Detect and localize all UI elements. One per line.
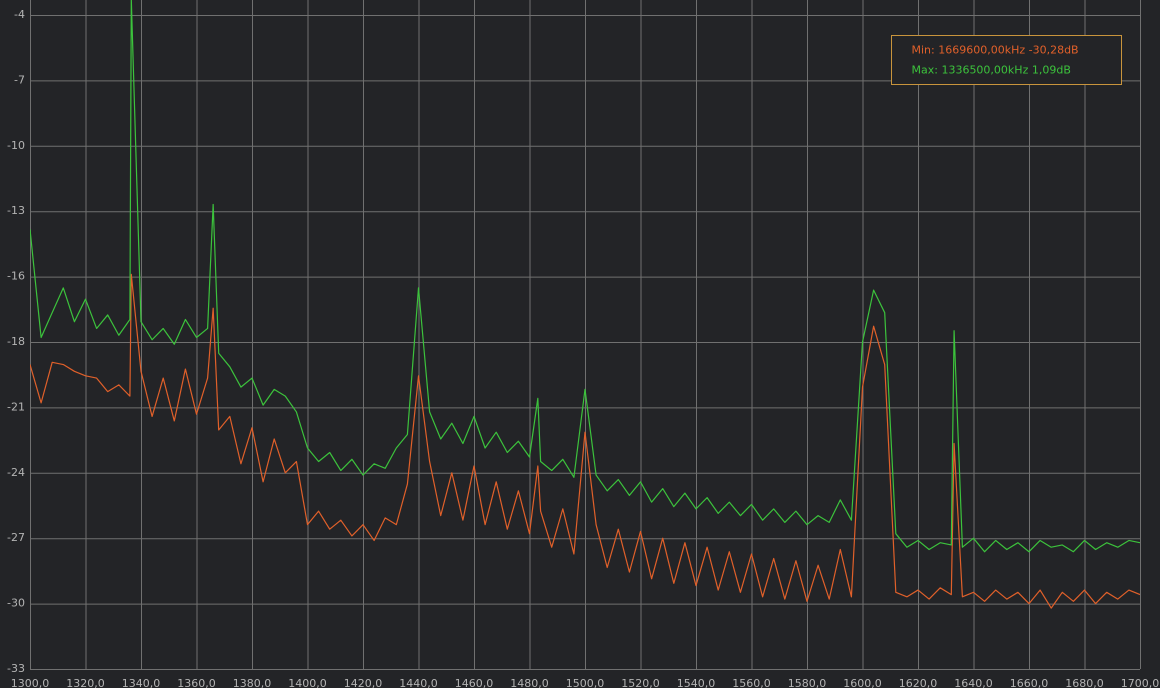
tick-labels: -4 -7 -10 -13 -16 -18 -21 -24 -27 -30 -33 1300,0 132… — [7, 8, 1159, 688]
legend: Min: 1669600,00kHz -30,28dB Max: 1336500,… — [891, 35, 1122, 85]
x-tick-label: 1320,0 — [66, 677, 105, 688]
x-tick-label: 1300,0 — [11, 677, 50, 688]
x-tick-label: 1360,0 — [177, 677, 216, 688]
y-tick-label: -33 — [7, 662, 25, 675]
y-tick-label: -7 — [14, 73, 25, 86]
series-line — [30, 273, 1140, 609]
x-tick-label: 1480,0 — [510, 677, 549, 688]
legend-box — [891, 35, 1122, 85]
y-tick-label: -13 — [7, 204, 25, 217]
x-tick-label: 1540,0 — [677, 677, 716, 688]
x-tick-label: 1500,0 — [566, 677, 605, 688]
x-tick-label: 1520,0 — [621, 677, 660, 688]
x-tick-label: 1700,0 — [1121, 677, 1160, 688]
y-tick-label: -24 — [7, 466, 25, 479]
x-tick-label: 1380,0 — [233, 677, 272, 688]
y-tick-label: -16 — [7, 270, 25, 283]
y-tick-label: -21 — [7, 400, 25, 413]
legend-entry: Max: 1336500,00kHz 1,09dB — [912, 64, 1071, 77]
y-tick-label: -18 — [7, 335, 25, 348]
x-tick-label: 1420,0 — [344, 677, 383, 688]
grid — [30, 0, 1141, 670]
x-tick-label: 1460,0 — [455, 677, 494, 688]
x-tick-label: 1560,0 — [732, 677, 771, 688]
x-tick-label: 1620,0 — [899, 677, 938, 688]
legend-entry: Min: 1669600,00kHz -30,28dB — [912, 44, 1079, 57]
x-tick-label: 1660,0 — [1010, 677, 1049, 688]
y-tick-label: -4 — [14, 8, 25, 21]
plot-area — [30, 0, 1140, 609]
x-tick-label: 1580,0 — [788, 677, 827, 688]
x-tick-label: 1600,0 — [843, 677, 882, 688]
x-tick-label: 1640,0 — [954, 677, 993, 688]
x-tick-label: 1440,0 — [399, 677, 438, 688]
x-tick-label: 1340,0 — [122, 677, 161, 688]
y-tick-label: -27 — [7, 531, 25, 544]
series-line — [30, 0, 1140, 553]
y-tick-label: -30 — [7, 597, 25, 610]
x-tick-label: 1400,0 — [288, 677, 327, 688]
y-tick-label: -10 — [7, 139, 25, 152]
x-tick-label: 1680,0 — [1065, 677, 1104, 688]
